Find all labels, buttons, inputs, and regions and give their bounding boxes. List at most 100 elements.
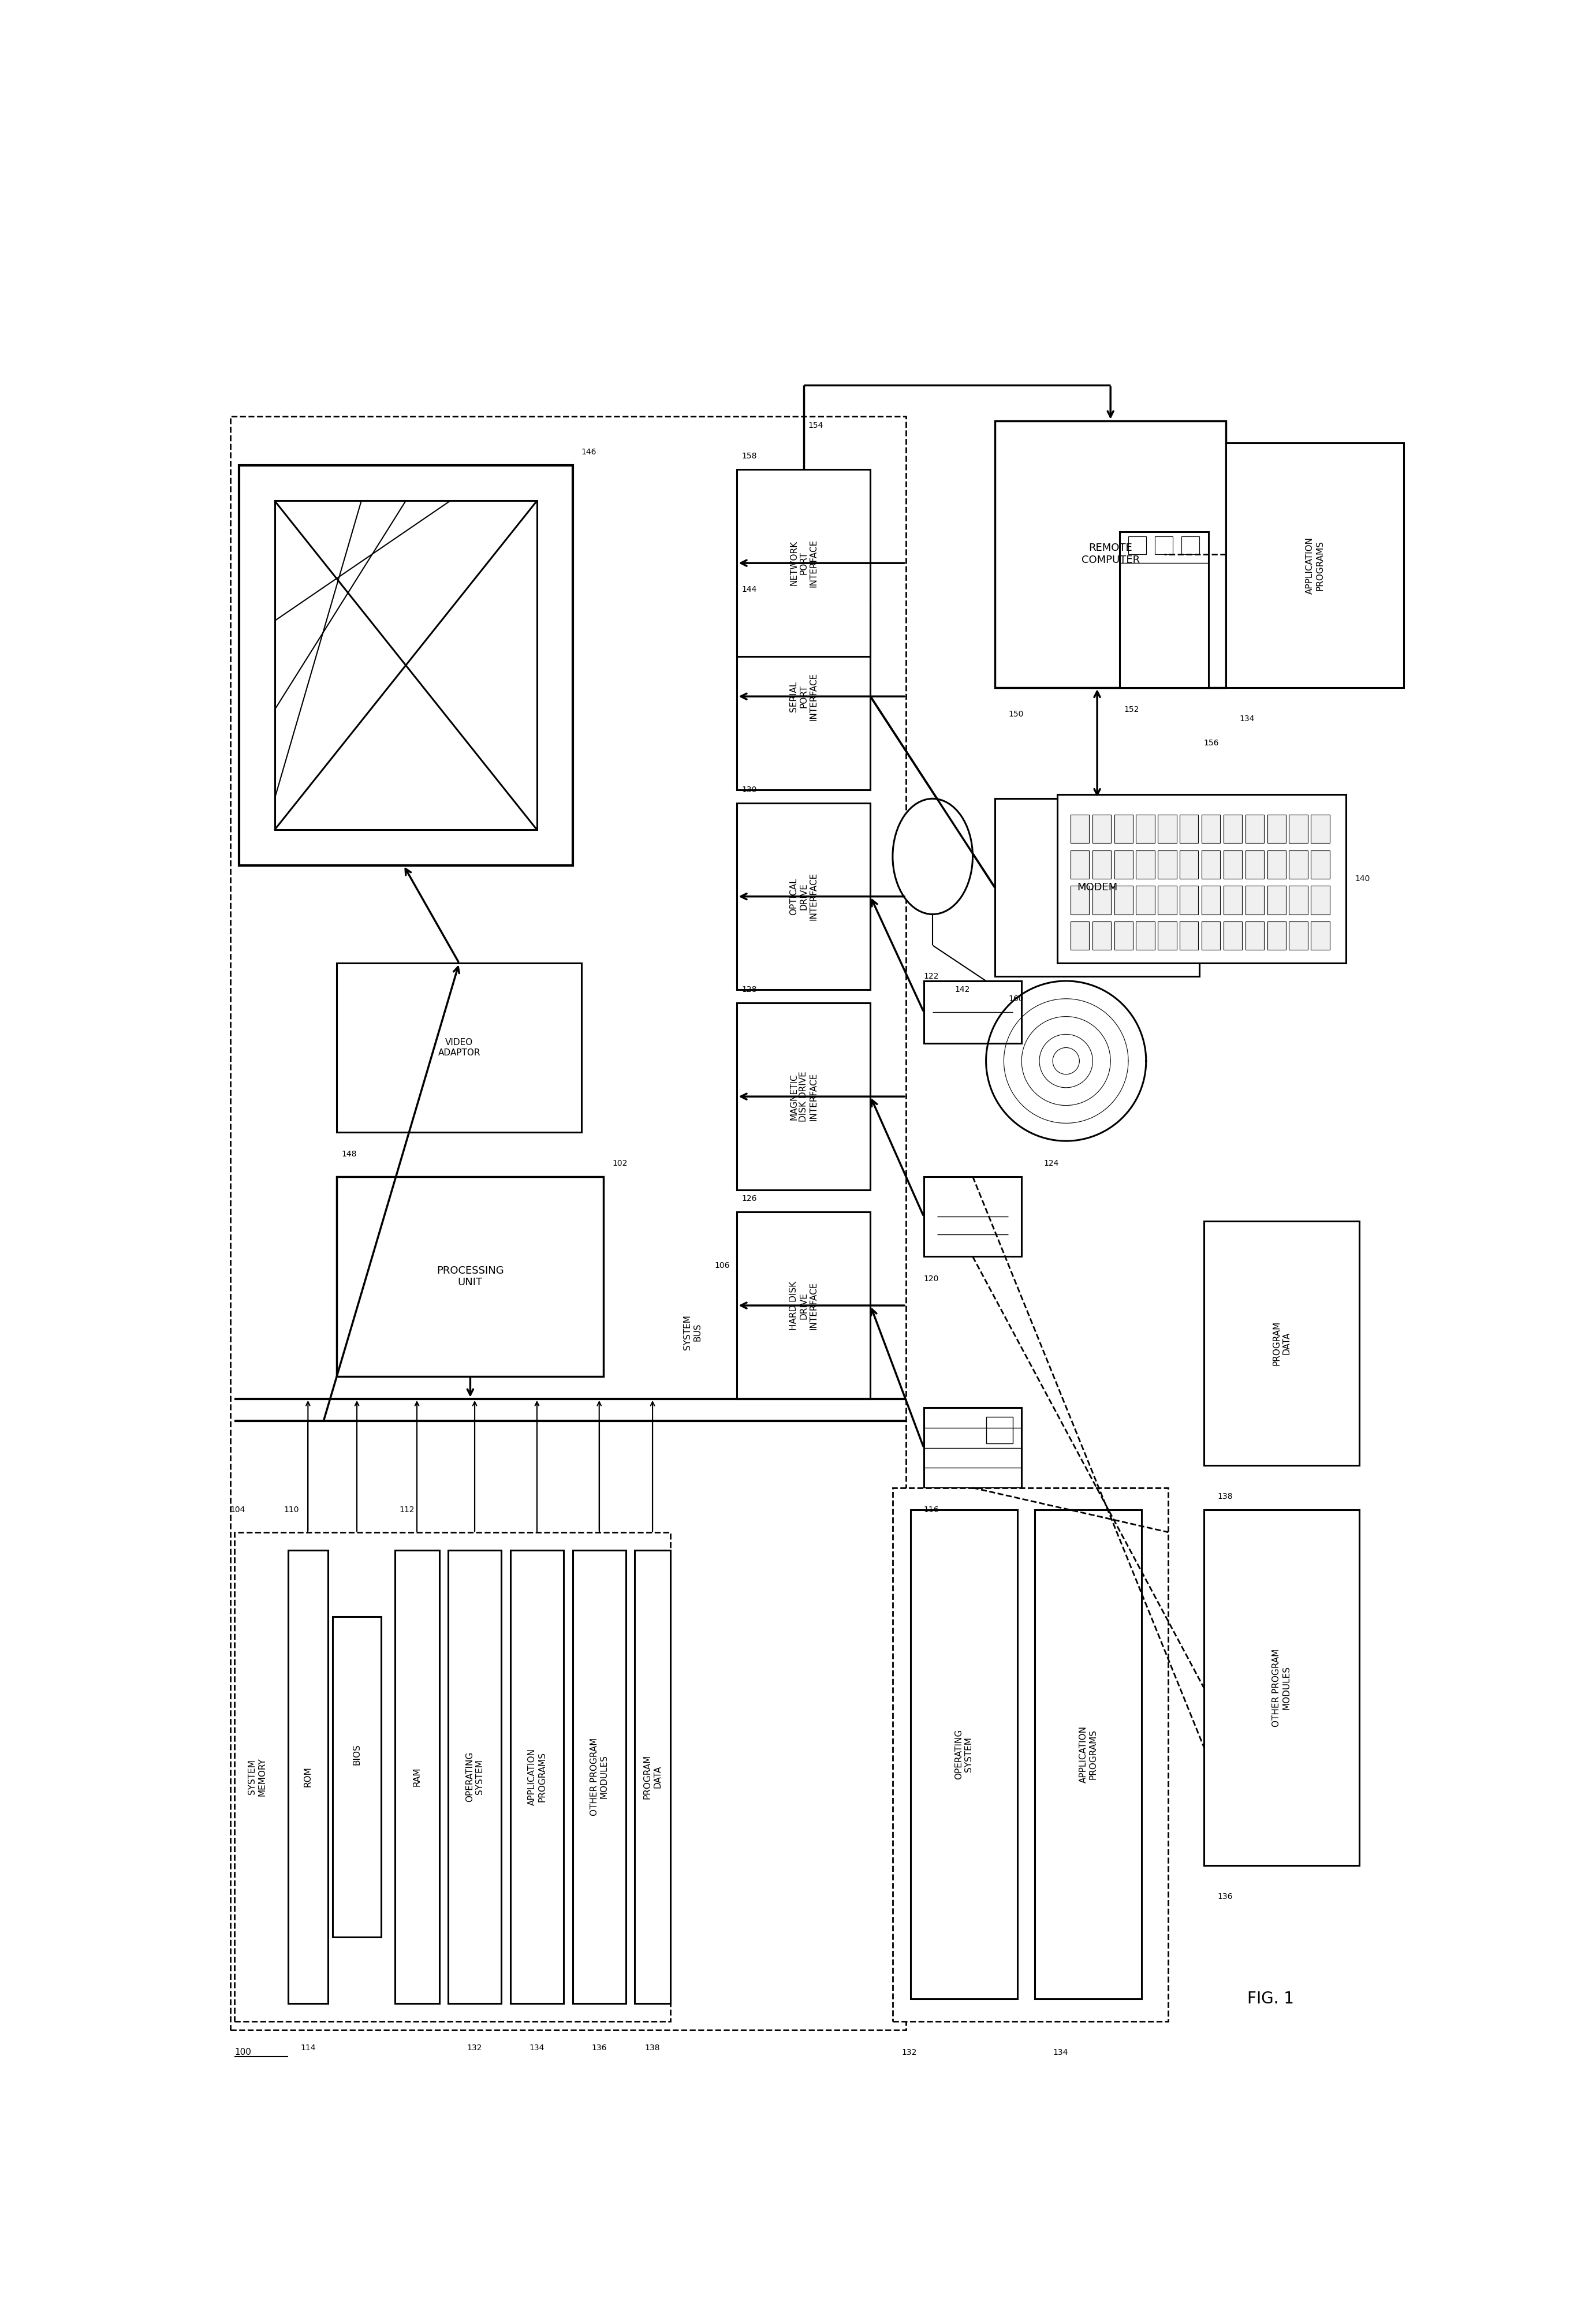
Bar (737, 803, 870, 989)
Text: NETWORK
PORT
INTERFACE: NETWORK PORT INTERFACE (790, 538, 819, 587)
Bar (1092, 921, 1111, 949)
Bar (1092, 815, 1111, 843)
Text: 158: 158 (742, 453, 757, 460)
Text: 130: 130 (742, 787, 757, 794)
Text: OPERATING
SYSTEM: OPERATING SYSTEM (954, 1729, 974, 1780)
Bar (1245, 815, 1264, 843)
Bar (1203, 1221, 1360, 1465)
Text: APPLICATION
PROGRAMS: APPLICATION PROGRAMS (1079, 1727, 1098, 1783)
Text: 104: 104 (230, 1506, 246, 1513)
Bar (1267, 921, 1286, 949)
Text: 156: 156 (1203, 738, 1219, 747)
Text: PROCESSING
UNIT: PROCESSING UNIT (437, 1265, 504, 1288)
Bar (737, 469, 870, 657)
Text: OPTICAL
DRIVE
INTERFACE: OPTICAL DRIVE INTERFACE (790, 873, 819, 921)
Bar (287, 1550, 329, 2003)
Bar (1310, 921, 1329, 949)
Bar (1179, 887, 1199, 914)
Bar (1071, 849, 1088, 880)
Bar (1114, 849, 1133, 880)
Text: ROM: ROM (303, 1766, 313, 1787)
Text: 116: 116 (924, 1506, 938, 1513)
Text: PROGRAM
DATA: PROGRAM DATA (643, 1755, 662, 1799)
Text: 124: 124 (1044, 1158, 1060, 1167)
Bar (1290, 849, 1307, 880)
Text: 106: 106 (715, 1260, 729, 1270)
Bar (1159, 849, 1176, 880)
Text: 152: 152 (1124, 706, 1140, 715)
Bar (1114, 815, 1133, 843)
Text: REMOTE
COMPUTER: REMOTE COMPUTER (1082, 543, 1140, 566)
Bar (1071, 921, 1088, 949)
Bar (1310, 849, 1329, 880)
Bar (1290, 887, 1307, 914)
Bar (1267, 815, 1286, 843)
Bar (1179, 921, 1199, 949)
Text: 144: 144 (742, 585, 757, 594)
Bar (1226, 443, 1404, 687)
Text: 114: 114 (300, 2045, 316, 2052)
Bar (1203, 1511, 1360, 1866)
Bar (737, 603, 870, 789)
Bar (1245, 887, 1264, 914)
Bar (511, 1550, 563, 2003)
Bar (1092, 849, 1111, 880)
Bar (1267, 887, 1286, 914)
Bar (275, 501, 536, 831)
Text: 138: 138 (1218, 1492, 1232, 1502)
Bar (1136, 887, 1154, 914)
Bar (1202, 849, 1221, 880)
Text: 132: 132 (468, 2045, 482, 2052)
Text: 134: 134 (1053, 2049, 1068, 2056)
Text: 120: 120 (924, 1274, 938, 1284)
Bar (924, 982, 1021, 1042)
Bar (1136, 849, 1154, 880)
Bar (1034, 1511, 1141, 1998)
Bar (924, 1177, 1021, 1256)
Text: 154: 154 (808, 420, 824, 429)
Bar (635, 1550, 670, 2003)
Bar (1136, 921, 1154, 949)
Text: APPLICATION
PROGRAMS: APPLICATION PROGRAMS (528, 1748, 546, 1806)
Bar (1092, 887, 1111, 914)
Bar (1202, 921, 1221, 949)
Bar (994, 420, 1226, 687)
Bar (1128, 536, 1146, 555)
Bar (994, 798, 1200, 977)
Bar (1224, 815, 1242, 843)
Bar (737, 1212, 870, 1400)
Bar (1114, 921, 1133, 949)
Bar (332, 1618, 381, 1936)
Text: OTHER PROGRAM
MODULES: OTHER PROGRAM MODULES (591, 1738, 608, 1815)
Bar (910, 1511, 1017, 1998)
Text: 150: 150 (1009, 710, 1023, 717)
Bar (1159, 815, 1176, 843)
Text: FIG. 1: FIG. 1 (1246, 1991, 1294, 2008)
Bar (1224, 849, 1242, 880)
Ellipse shape (892, 798, 972, 914)
Text: 136: 136 (1218, 1892, 1232, 1901)
Bar (1202, 815, 1221, 843)
Text: MAGNETIC
DISK DRIVE
INTERFACE: MAGNETIC DISK DRIVE INTERFACE (790, 1072, 819, 1121)
Text: 112: 112 (399, 1506, 415, 1513)
Bar (448, 1550, 501, 2003)
Text: VIDEO
ADAPTOR: VIDEO ADAPTOR (437, 1037, 480, 1056)
Bar (986, 1416, 1013, 1444)
Bar (924, 1409, 1021, 1488)
Text: 134: 134 (1240, 715, 1254, 722)
Bar (573, 1550, 626, 2003)
Text: 140: 140 (1355, 875, 1371, 882)
Text: 128: 128 (742, 986, 757, 993)
Text: 100: 100 (235, 2047, 251, 2056)
Bar (1181, 536, 1200, 555)
Text: APPLICATION
PROGRAMS: APPLICATION PROGRAMS (1306, 536, 1325, 594)
Text: OPERATING
SYSTEM: OPERATING SYSTEM (466, 1752, 484, 1801)
Bar (239, 464, 573, 866)
Bar (1179, 849, 1199, 880)
Bar (1224, 887, 1242, 914)
Text: SYSTEM
MEMORY: SYSTEM MEMORY (247, 1757, 267, 1796)
Text: 136: 136 (592, 2045, 606, 2052)
Text: OTHER PROGRAM
MODULES: OTHER PROGRAM MODULES (1272, 1648, 1291, 1727)
Bar (394, 1550, 439, 2003)
Bar (1114, 887, 1133, 914)
